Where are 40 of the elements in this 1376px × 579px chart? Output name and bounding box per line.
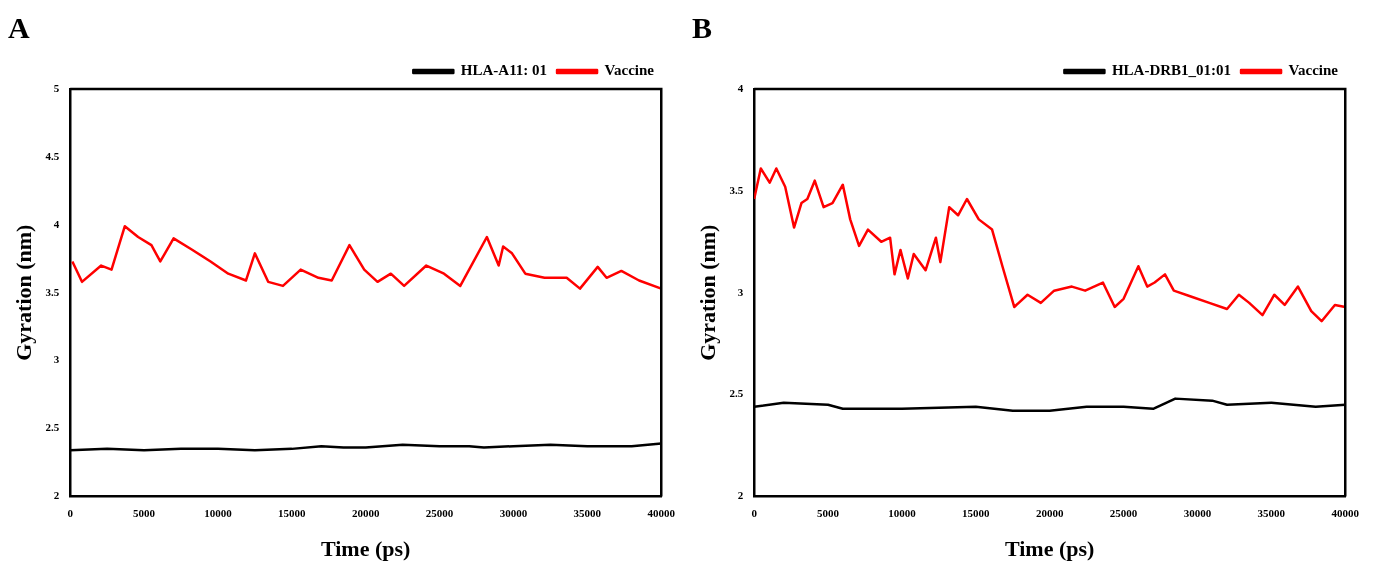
x-tick-label: 25000 (425, 506, 454, 519)
x-tick-label: 0 (751, 506, 758, 519)
y-tick-label: 5 (53, 81, 60, 94)
x-tick-label: 10000 (888, 506, 917, 519)
x-tick-label: 40000 (647, 506, 676, 519)
x-tick-label: 30000 (499, 506, 528, 519)
y-tick-label: 3.5 (729, 183, 744, 196)
x-axis-title: Time (ps) (1004, 536, 1095, 562)
x-tick-label: 35000 (573, 506, 602, 519)
x-tick-label: 0 (67, 506, 74, 519)
y-tick-label: 4.5 (45, 149, 60, 162)
y-tick-label: 4 (737, 81, 744, 94)
x-axis-title: Time (ps) (320, 536, 411, 562)
y-tick-label: 2 (737, 489, 744, 502)
y-tick-label: 3.5 (45, 285, 60, 298)
x-tick-label: 5000 (133, 506, 156, 519)
chart-title: A (8, 10, 30, 44)
x-tick-label: 35000 (1257, 506, 1286, 519)
legend-label: HLA-A11: 01 (460, 62, 548, 79)
x-tick-label: 20000 (1035, 506, 1064, 519)
legend-label: Vaccine (604, 62, 655, 79)
x-tick-label: 25000 (1109, 506, 1138, 519)
x-tick-label: 15000 (278, 506, 307, 519)
legend-label: Vaccine (1288, 62, 1339, 79)
y-tick-label: 3 (737, 285, 744, 298)
y-tick-label: 3 (53, 353, 60, 366)
y-tick-label: 2 (53, 489, 60, 502)
legend-label: HLA-DRB1_01:01 (1111, 62, 1232, 79)
x-tick-label: 40000 (1331, 506, 1360, 519)
x-tick-label: 15000 (962, 506, 991, 519)
y-axis-title: Gyration (nm) (10, 224, 36, 361)
x-tick-label: 10000 (204, 506, 233, 519)
y-tick-label: 2.5 (45, 421, 60, 434)
chart-title: B (692, 10, 713, 44)
y-axis-title: Gyration (nm) (694, 224, 720, 361)
y-tick-label: 4 (53, 217, 60, 230)
y-tick-label: 2.5 (729, 387, 744, 400)
x-tick-label: 30000 (1183, 506, 1212, 519)
x-tick-label: 5000 (817, 506, 840, 519)
x-tick-label: 20000 (351, 506, 380, 519)
